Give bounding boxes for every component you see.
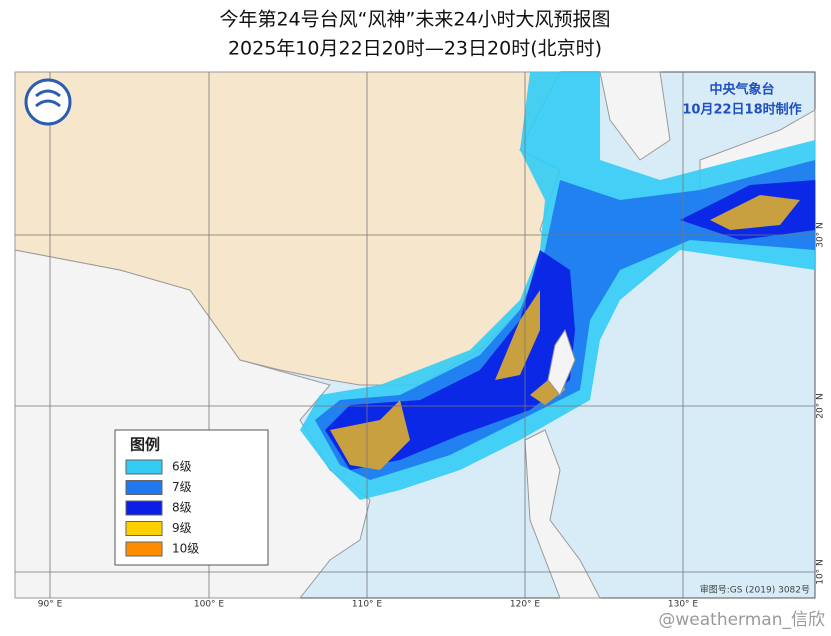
longitude-label: 90° E xyxy=(38,600,63,610)
longitude-label: 110° E xyxy=(352,600,383,610)
taiwan xyxy=(547,328,576,396)
legend-swatch xyxy=(125,541,163,557)
legend-label: 8级 xyxy=(172,501,192,515)
latitude-label: 20° N xyxy=(816,393,826,419)
wind-9-strait xyxy=(495,290,540,380)
legend-label: 9级 xyxy=(172,521,192,535)
logo-mark xyxy=(35,89,61,108)
graticule xyxy=(15,72,815,598)
longitude-label: 130° E xyxy=(668,600,699,610)
legend-label: 10级 xyxy=(172,542,199,556)
latitude-label: 10° N xyxy=(816,559,826,585)
subtitle: 2025年10月22日20时—23日20时(北京时) xyxy=(228,38,602,60)
map-area xyxy=(14,71,816,599)
korea xyxy=(599,71,671,161)
legend-swatch xyxy=(125,500,163,516)
agency-name: 中央气象台 xyxy=(709,82,774,98)
legend-label: 7级 xyxy=(172,480,192,494)
longitude-label: 100° E xyxy=(194,600,225,610)
issued-time: 10月22日18时制作 xyxy=(682,102,801,118)
wind-9-japan xyxy=(710,195,800,230)
legend: 图例 6级 7级 8级 9级 10级 xyxy=(114,429,269,566)
legend-title: 图例 xyxy=(130,436,160,454)
latitude-label: 30° N xyxy=(816,222,826,248)
legend-swatch xyxy=(125,459,163,475)
map-number: 审图号:GS (2019) 3082号 xyxy=(700,584,810,596)
wind-9-hainan xyxy=(330,400,410,470)
watermark: @weatherman_信欣 xyxy=(658,610,825,630)
longitude-label: 120° E xyxy=(510,600,541,610)
legend-swatch xyxy=(125,480,163,495)
philippines xyxy=(524,429,601,599)
title: 今年第24号台风“风神”未来24小时大风预报图 xyxy=(219,9,610,31)
legend-swatch xyxy=(125,521,163,536)
legend-label: 6级 xyxy=(172,460,192,474)
